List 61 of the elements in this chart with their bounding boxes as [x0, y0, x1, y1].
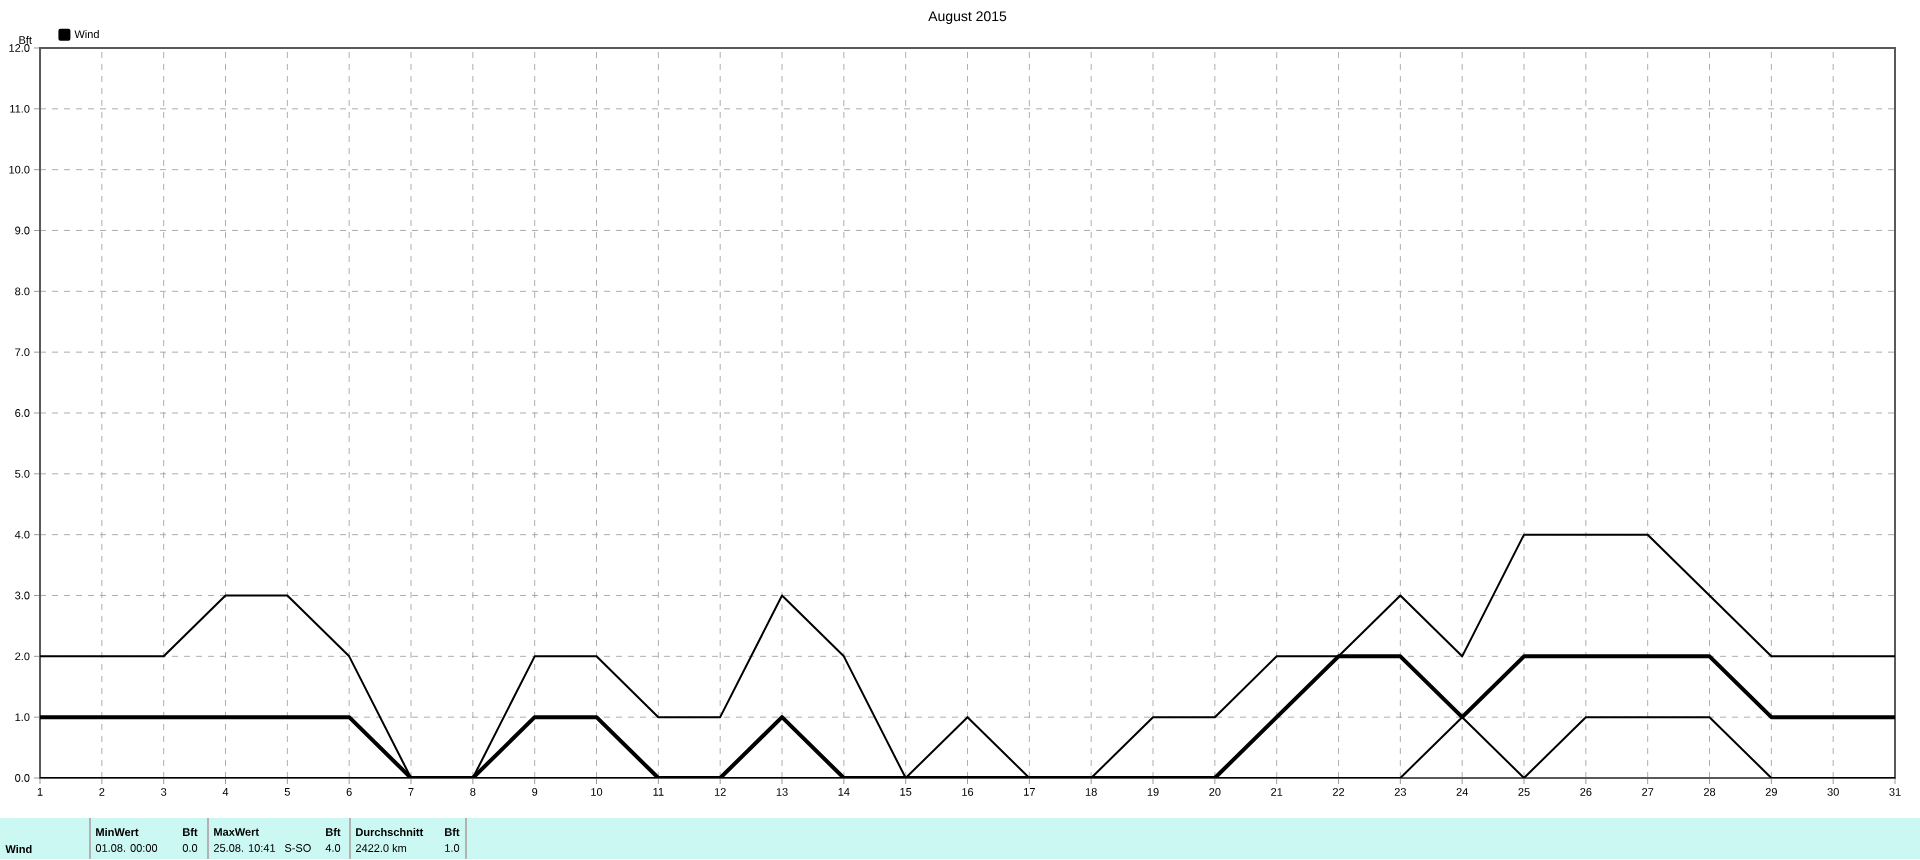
x-tick-label: 15: [900, 788, 912, 796]
x-tick-label: 27: [1642, 788, 1654, 796]
y-tick-label: 6.0: [15, 409, 30, 417]
x-tick-label: 3: [161, 788, 167, 796]
text: 1.0: [445, 844, 460, 852]
x-tick-label: 30: [1827, 788, 1839, 796]
x-tick-label: 18: [1085, 788, 1097, 796]
x-tick-label: 6: [346, 788, 352, 796]
y-tick-label: 4.0: [14, 530, 30, 539]
x-tick-label: 23: [1394, 788, 1406, 796]
x-tick-label: 31: [1889, 788, 1901, 796]
y-tick-label: 8.0: [15, 287, 30, 296]
x-tick-label: 22: [1332, 788, 1345, 796]
text: MaxWert: [214, 828, 259, 836]
y-tick-label: 11.0: [10, 104, 30, 113]
x-tick-label: 8: [470, 788, 476, 796]
x-tick-label: 20: [1209, 788, 1221, 796]
y-tick-label: 0.0: [15, 774, 30, 782]
text: 4.0: [325, 844, 341, 852]
text: 2422.0 km: [355, 843, 407, 853]
y-tick-label: 2.0: [15, 652, 30, 661]
x-tick-label: 28: [1703, 788, 1716, 796]
x-tick-label: 7: [408, 788, 414, 796]
x-tick-label: 25: [1518, 788, 1530, 796]
x-tick-label: 5: [284, 788, 290, 796]
x-tick-label: 29: [1765, 788, 1777, 796]
x-tick-label: 19: [1147, 788, 1159, 796]
text: Bft: [183, 827, 198, 837]
y-tick-label: 9.0: [15, 226, 30, 235]
y-tick-label: 7.0: [15, 348, 30, 357]
text: MinWert: [96, 827, 139, 837]
x-tick-label: 2: [99, 788, 105, 796]
y-tick-label: 3.0: [15, 591, 30, 600]
x-tick-label: 10: [591, 788, 603, 796]
x-tick-label: 21: [1271, 788, 1283, 796]
y-tick-label: 5.0: [15, 469, 30, 478]
chart-title: August 2015: [928, 11, 1007, 24]
text: Bft: [445, 827, 460, 837]
x-tick-label: 12: [714, 788, 726, 796]
y-tick-label: 1.0: [15, 713, 30, 722]
x-tick-label: 13: [776, 788, 788, 796]
text: 0.0: [182, 844, 198, 852]
x-tick-label: 9: [532, 788, 538, 796]
x-tick-label: 24: [1456, 788, 1468, 796]
text: 01.08. 00:00: [95, 844, 158, 852]
text: 25.08. 10:41: [213, 844, 276, 852]
legend-label: Wind: [74, 29, 99, 39]
x-tick-label: 14: [838, 788, 850, 796]
x-tick-label: 26: [1580, 788, 1592, 796]
x-tick-label: 11: [653, 788, 664, 796]
x-tick-label: 17: [1024, 788, 1035, 796]
text: Durchschnitt: [356, 827, 424, 837]
y-tick-label: 12.0: [9, 44, 30, 52]
text: S-SO: [284, 844, 311, 852]
y-axis-title: Bft: [19, 35, 32, 44]
x-tick-label: 1: [37, 788, 43, 796]
x-tick-label: 4: [222, 788, 229, 796]
text: Wind: [5, 844, 32, 854]
y-tick-label: 10.0: [9, 165, 30, 174]
text: Bft: [326, 827, 341, 837]
x-tick-label: 16: [962, 788, 974, 796]
